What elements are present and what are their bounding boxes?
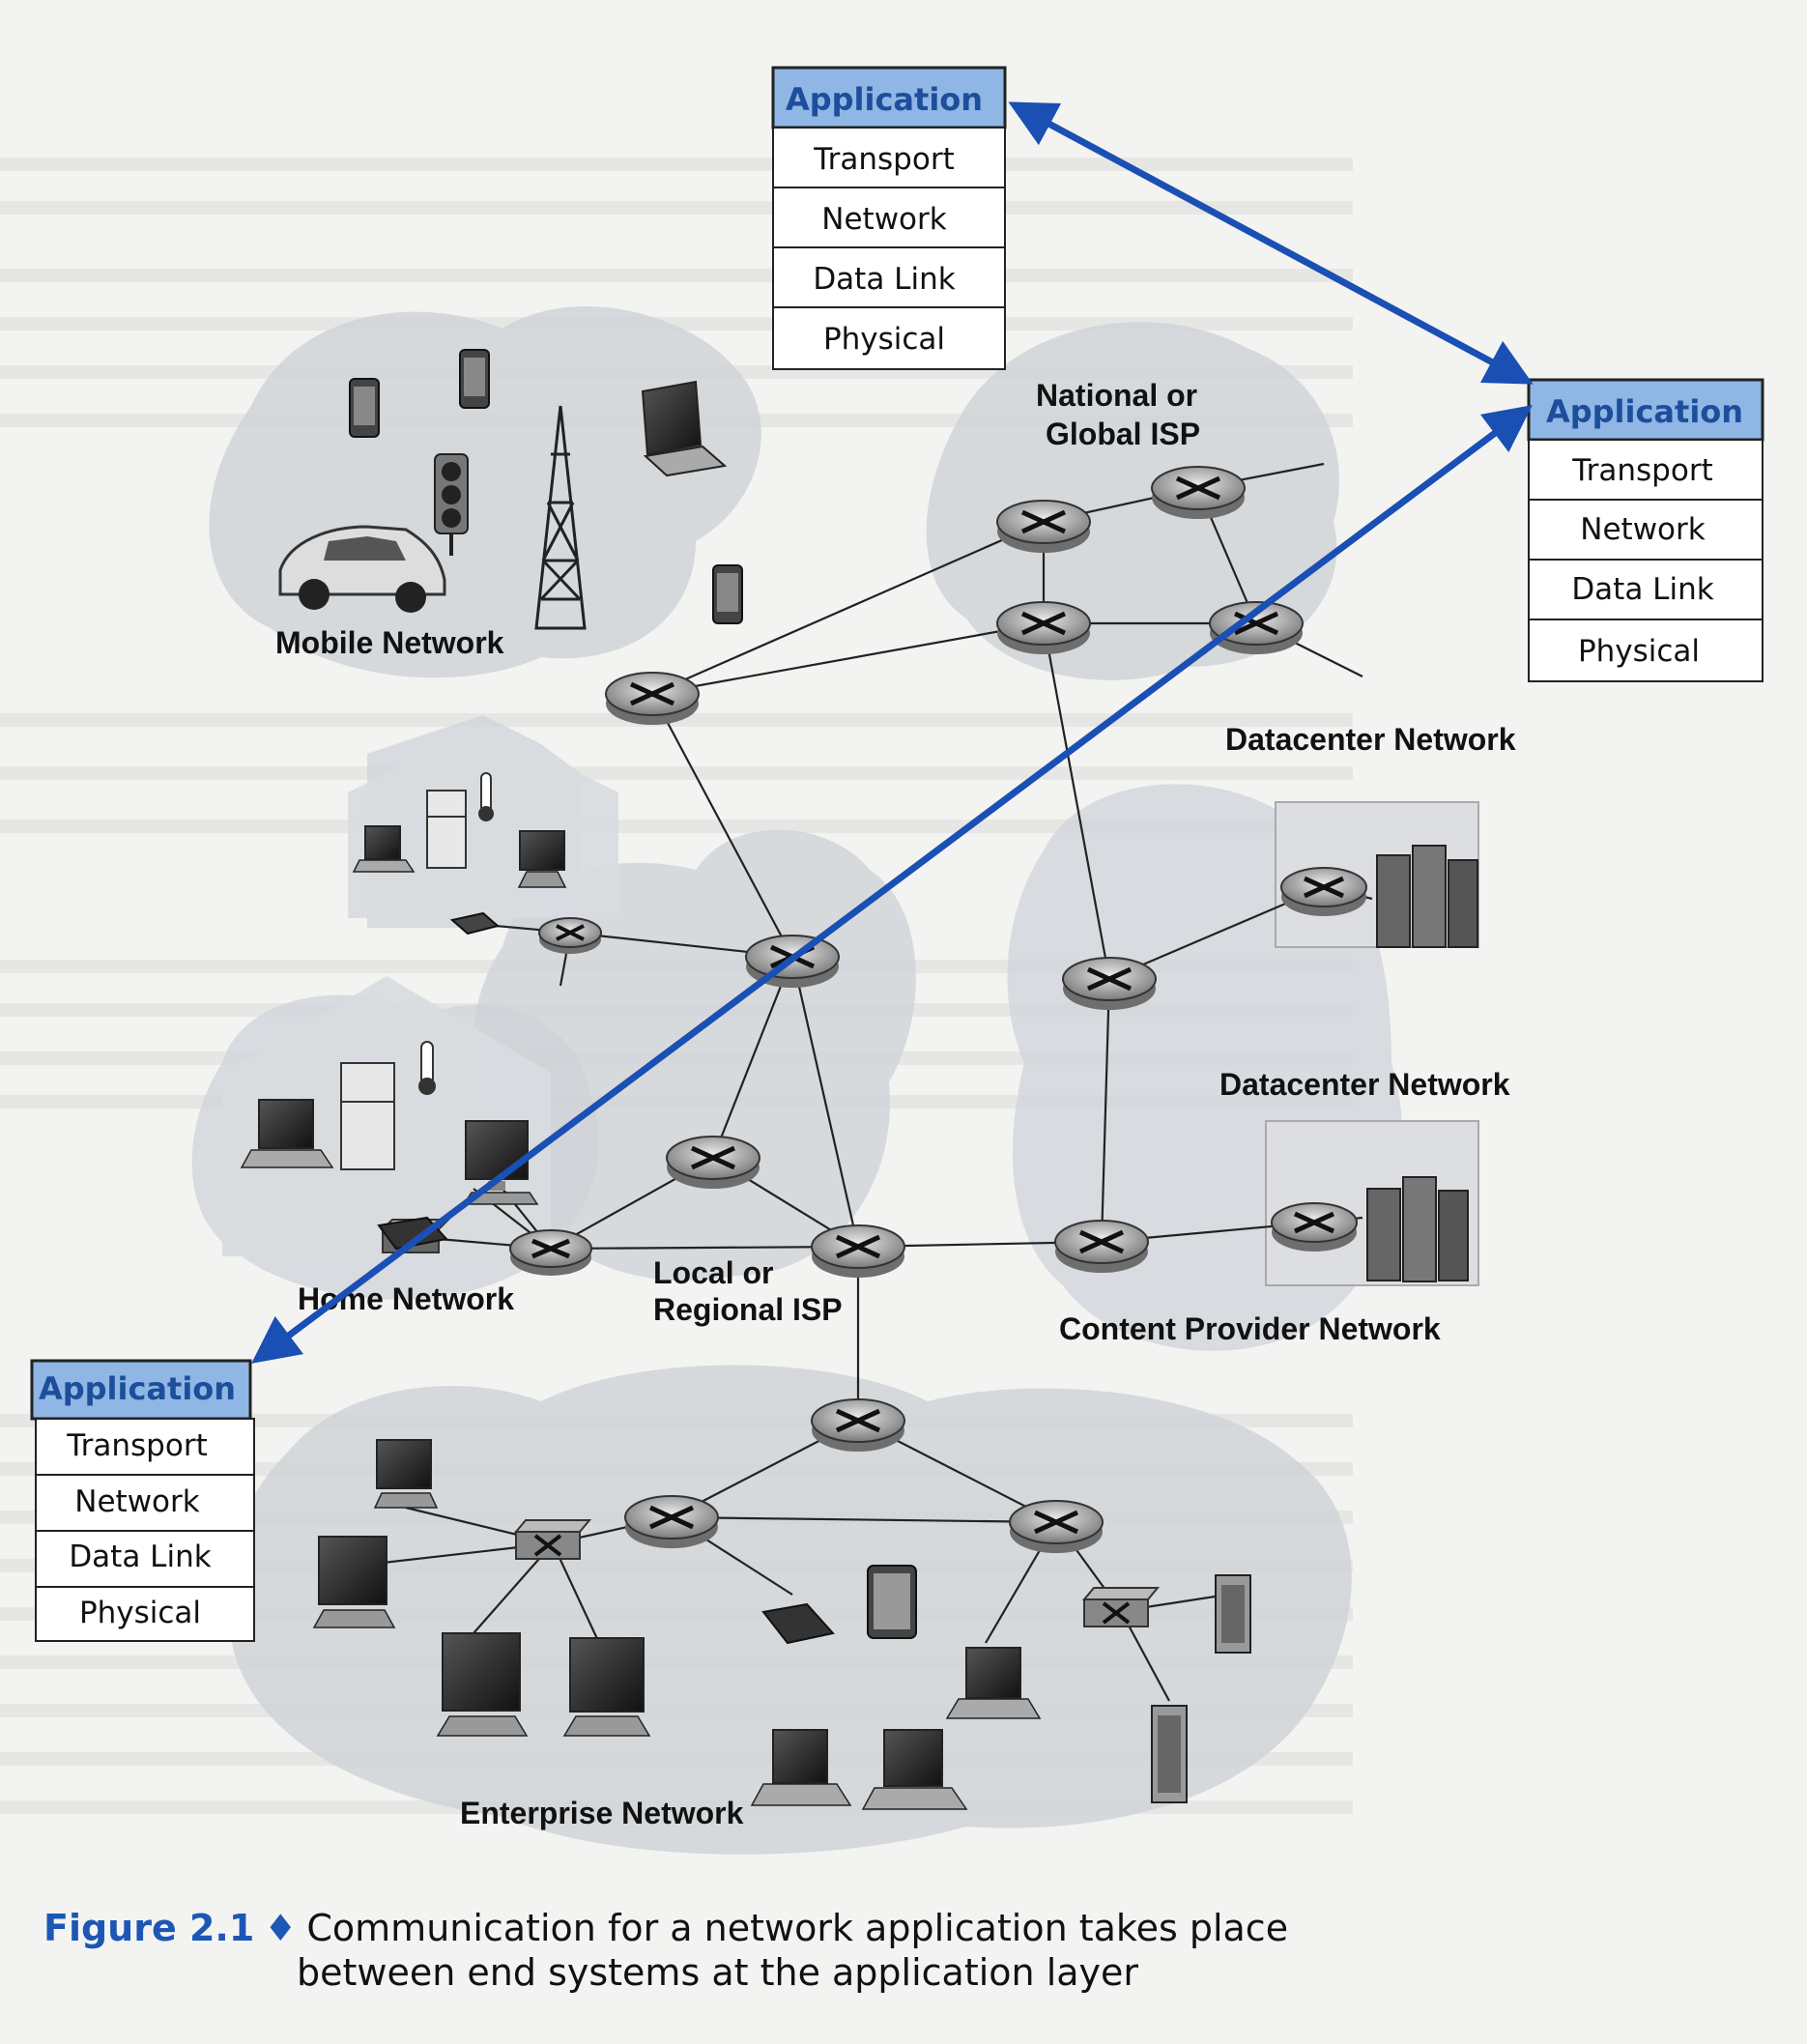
router-enterprise-1 [812,1399,904,1452]
switch-enterprise-1 [516,1520,589,1559]
protocol-stack-right: Application Transport Network Data Link … [1529,380,1763,681]
router-datacenter-2 [1272,1203,1357,1252]
computer-icon-ent-3 [438,1633,527,1736]
label-local-isp-line1: Local or [653,1255,773,1290]
router-home-2 [510,1230,591,1276]
computer-icon-ent-4 [564,1638,649,1736]
figure-number: Figure 2.1 [43,1907,254,1949]
label-national-isp-line2: Global ISP [1046,417,1200,451]
server-rack-icon-1 [1377,846,1477,947]
server-tower-icon-2 [1152,1706,1187,1802]
stack-top-physical: Physical [823,322,945,357]
stack-top-network: Network [821,202,946,237]
stack-left-physical: Physical [79,1596,201,1630]
thermometer-icon-1 [478,773,494,821]
stack-left-network: Network [74,1484,199,1519]
label-local-isp-line2: Regional ISP [653,1292,843,1327]
caption-line-2: between end systems at the application l… [43,1950,1686,1995]
label-content-provider: Content Provider Network [1059,1311,1441,1346]
fridge-icon-2 [341,1063,394,1169]
router-content-1 [1055,1221,1148,1273]
label-enterprise-network: Enterprise Network [460,1796,744,1830]
caption-line-1: Communication for a network application … [306,1907,1288,1949]
router-enterprise-2 [625,1496,718,1548]
stack-right-physical: Physical [1578,634,1700,669]
stack-right-network: Network [1580,512,1705,547]
stack-right-transport: Transport [1571,453,1712,488]
computer-icon-ent-1 [375,1440,437,1508]
stack-top-datalink: Data Link [813,262,955,297]
network-diagram: Mobile Network National or Global ISP Da… [0,0,1807,1894]
router-regional-2 [667,1137,760,1189]
smartphone-icon-1 [350,379,379,437]
smartphone-icon-2 [460,350,489,408]
stack-left-datalink: Data Link [69,1540,211,1574]
figure-caption: Figure 2.1 ♦ Communication for a network a… [43,1906,1686,1995]
router-national-2 [1152,467,1245,519]
computer-icon-home-1 [519,831,565,887]
fridge-icon-1 [427,791,466,868]
label-home-network: Home Network [298,1281,514,1316]
label-mobile-network: Mobile Network [275,625,504,660]
router-datacenter-1 [1281,868,1366,916]
router-home-1 [539,918,601,954]
router-national-1 [997,501,1090,553]
caption-bullet: ♦ [264,1907,297,1949]
stack-right-datalink: Data Link [1571,572,1713,607]
label-datacenter-1: Datacenter Network [1225,722,1516,757]
smartphone-icon-3 [713,565,742,623]
protocol-stack-left: Application Transport Network Data Link … [32,1361,254,1641]
label-national-isp-line1: National or [1036,378,1197,413]
switch-enterprise-2 [1084,1588,1158,1627]
label-datacenter-2: Datacenter Network [1219,1067,1510,1102]
thermometer-icon-2 [418,1042,436,1095]
stack-top-application: Application [786,81,983,118]
router-enterprise-3 [1010,1501,1103,1553]
router-datacenter-link [1063,958,1156,1010]
stack-top-transport: Transport [813,142,954,177]
router-regional-3 [812,1225,904,1278]
router-national-3 [997,602,1090,654]
server-rack-icon-2 [1367,1177,1468,1281]
server-tower-icon-1 [1216,1575,1250,1653]
stack-right-application: Application [1546,393,1743,430]
computer-icon-ent-2 [314,1537,394,1627]
stack-left-application: Application [39,1370,236,1407]
router-mobile [606,673,699,725]
protocol-stack-top: Application Transport Network Data Link … [773,68,1005,369]
tablet-icon-ent [868,1566,916,1638]
stack-left-transport: Transport [66,1428,207,1463]
